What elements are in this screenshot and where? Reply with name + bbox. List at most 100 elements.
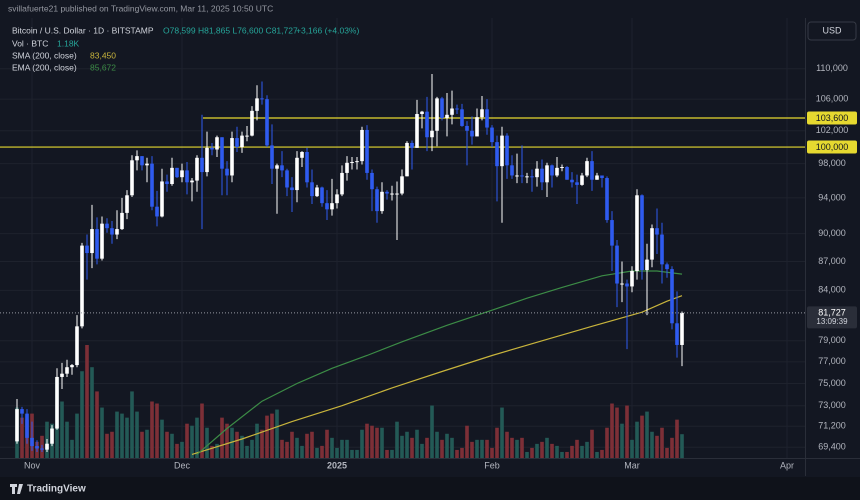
currency[interactable]: USD [822,25,842,35]
volume-bar [425,437,429,458]
candle-body [365,129,369,173]
volume-bar [535,443,539,458]
volume-bar [365,423,369,458]
volume-bar [250,439,254,458]
volume-bar [185,423,189,458]
candle-body [290,187,294,191]
candle-body [120,212,124,230]
volume-bar [635,421,639,458]
volume-bar [385,449,389,458]
y-tick-label: 90,000 [818,228,846,238]
volume-bar [440,439,444,458]
candle-body [300,151,304,158]
volume-bar [345,439,349,458]
candle-body [55,376,59,429]
last-price-box [807,306,857,329]
candle-body [345,162,349,173]
volume-bar [545,437,549,458]
candle-body [565,167,569,180]
volume-bar [70,439,74,458]
y-tick-label: 87,000 [818,256,846,266]
volume-bar [565,451,569,458]
currency-box[interactable] [807,21,857,41]
volume-bar [360,429,364,458]
volume-bar [680,434,684,458]
volume-bar [500,407,504,458]
volume-bar [135,411,139,458]
volume-bar [95,391,99,458]
candle-body [215,137,219,150]
volume-bar [175,443,179,458]
volume-bar [65,421,69,458]
candle-body [370,172,374,190]
x-tick-label: Feb [484,460,500,470]
candle-body [180,170,184,178]
candle-body [675,323,679,345]
candle-body [525,176,529,178]
volume-bar [305,433,309,458]
last-price-label: 81,727 [818,307,846,317]
volume-bar [620,423,624,458]
candle-body [225,168,229,176]
candle-body [490,127,494,143]
volume-bar [110,431,114,458]
volume-bar [595,451,599,458]
candle-body [540,168,544,183]
volume-bar [270,413,274,458]
footer-bar [0,477,860,500]
candle-body [45,443,49,450]
y-tick-label: 77,000 [818,356,846,366]
candle-body [420,111,424,115]
volume-bar [645,411,649,458]
candle-body [65,367,69,374]
candle-body [25,413,29,438]
candle-body [450,108,454,115]
volume-bar [465,425,469,458]
indicator-name: SMA (200, close) [12,50,77,60]
volume-bar [430,405,434,458]
candle-body [520,175,524,177]
candle-body [665,264,669,270]
candle-body [610,220,614,246]
volume-bar [475,439,479,458]
candle-body [570,179,574,183]
volume-bar [145,429,149,458]
candle-body [425,111,429,138]
candle-body [615,245,619,284]
volume-bar [100,407,104,458]
x-tick-label: Dec [174,460,191,470]
volume-bar [585,441,589,458]
candle-body [350,161,354,163]
candle-body [40,448,44,450]
candle-body [30,437,34,447]
candle-body [600,175,604,179]
volume-bar [580,445,584,458]
candle-body [230,138,234,176]
candle-body [155,206,159,217]
volume-label: Vol · BTC [12,38,48,48]
volume-bar [295,437,299,458]
volume-bar [20,417,24,458]
volume-bar [415,429,419,458]
volume-value: 1.18K [57,38,80,48]
volume-bar [205,427,209,458]
x-tick-label: Mar [624,460,640,470]
candle-body [105,223,109,229]
volume-bar [600,449,604,458]
volume-bar [400,435,404,458]
volume-bar [280,439,284,458]
candle-body [390,193,394,195]
volume-bar [290,431,294,458]
volume-bar [220,417,224,458]
candle-body [375,189,379,212]
candle-body [285,170,289,188]
candle-body [585,161,589,176]
volume-bar [140,431,144,458]
volume-bar [125,417,129,458]
candle-body [330,203,334,210]
candle-body [545,165,549,183]
volume-bar [380,427,384,458]
candle-body [670,269,674,324]
ohlc: O78,599 H81,865 L76,600 C81,727 [163,25,298,35]
volume-bar [60,401,64,458]
